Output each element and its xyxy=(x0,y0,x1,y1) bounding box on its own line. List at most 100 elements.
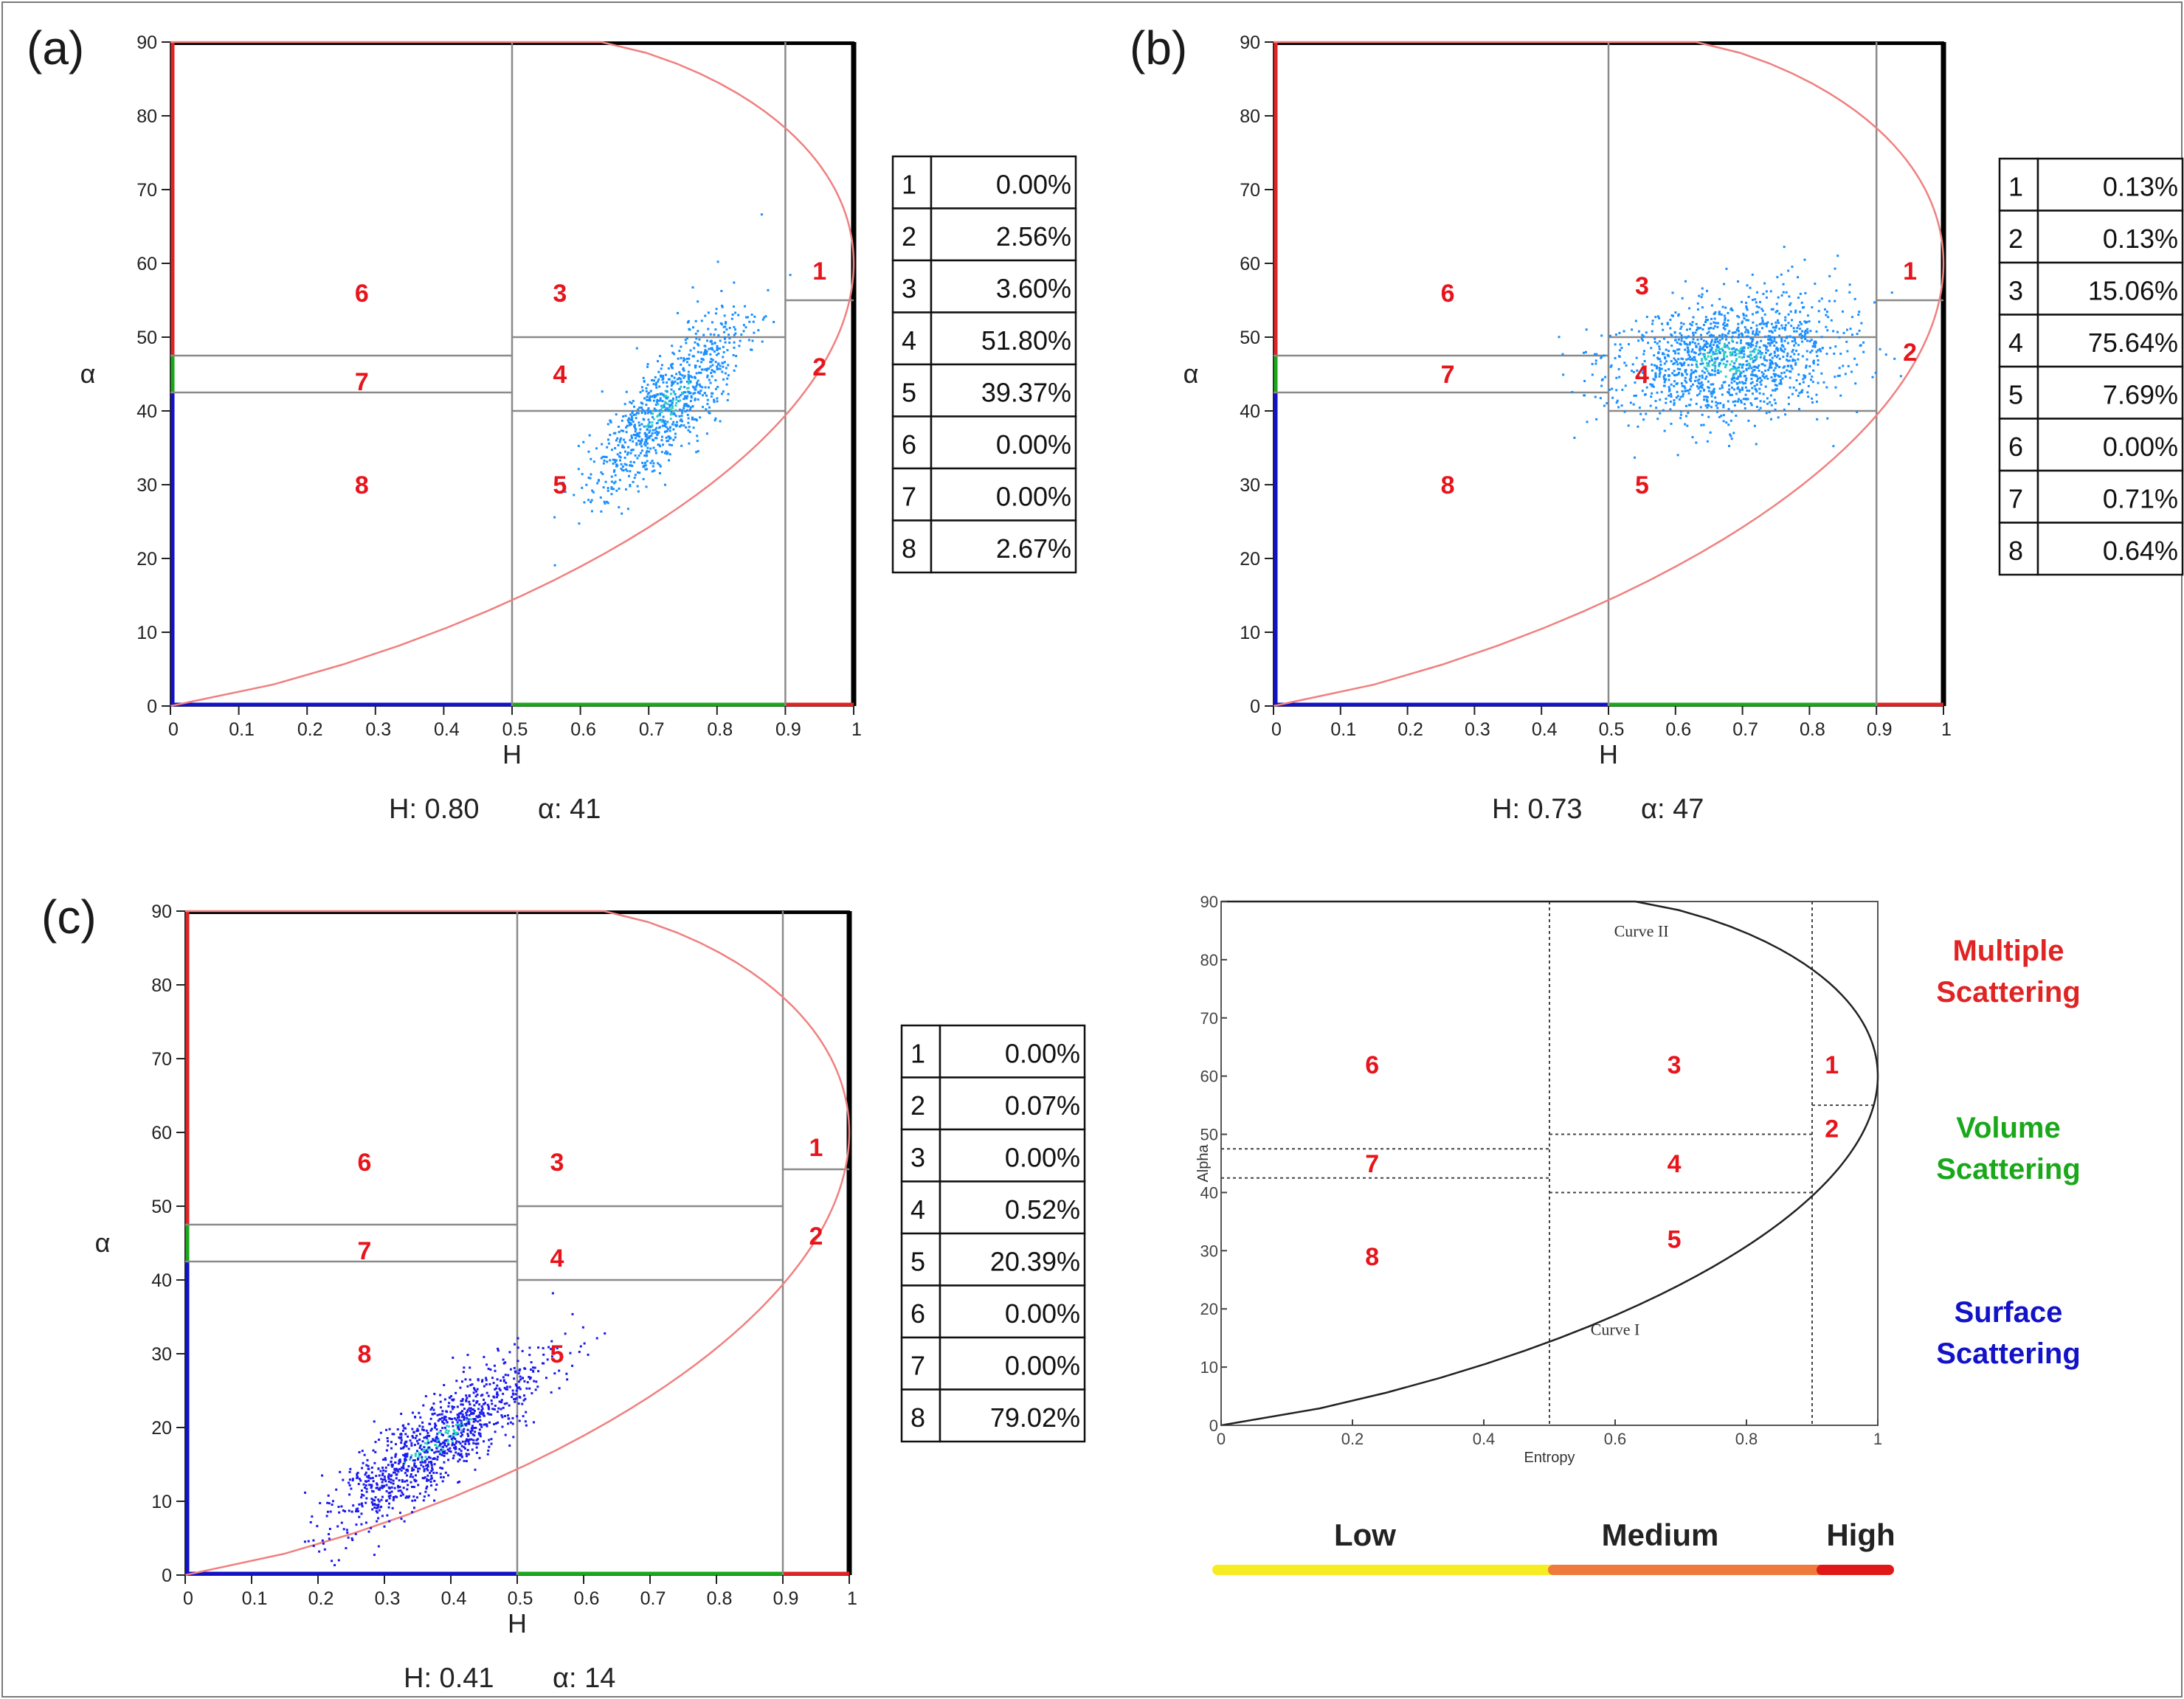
x-tick-label: 0.8 xyxy=(707,719,733,740)
scatter-point xyxy=(461,1413,464,1416)
scatter-point xyxy=(649,435,652,437)
scatter-point xyxy=(463,1408,466,1411)
scatter-point xyxy=(370,1466,373,1469)
scatter-point xyxy=(682,369,685,372)
scatter-point xyxy=(610,485,613,488)
scatter-point xyxy=(660,364,663,367)
scatter-point xyxy=(480,1423,483,1426)
scatter-point xyxy=(1694,370,1697,373)
scatter-point xyxy=(655,401,658,404)
scatter-point xyxy=(669,418,672,421)
scatter-point xyxy=(678,350,681,353)
scatter-point xyxy=(668,405,671,408)
scatter-point xyxy=(1764,345,1767,347)
scatter-point xyxy=(694,388,697,391)
scatter-point xyxy=(460,1450,463,1453)
scatter-point xyxy=(1687,335,1690,338)
scatter-point xyxy=(447,1435,450,1438)
y-tick-label: 10 xyxy=(1240,623,1260,643)
scatter-point xyxy=(696,440,699,443)
scatter-point xyxy=(1689,322,1692,325)
scatter-point xyxy=(1764,369,1767,372)
scatter-point xyxy=(423,1470,426,1473)
scatter-point xyxy=(620,429,623,432)
scatter-point xyxy=(463,1418,466,1421)
scatter-point xyxy=(493,1423,496,1426)
scatter-point xyxy=(426,1450,429,1453)
scatter-point xyxy=(415,1450,418,1453)
scatter-point xyxy=(660,376,663,378)
table-row: 2 2.56% xyxy=(891,207,1077,262)
scatter-point xyxy=(404,1459,407,1462)
scatter-point xyxy=(622,429,625,432)
scatter-point xyxy=(1677,313,1680,316)
table-zone-percent: 20.39% xyxy=(990,1247,1080,1277)
scatter-point xyxy=(1623,330,1625,333)
scatter-point xyxy=(363,1486,366,1489)
scatter-point xyxy=(625,463,628,466)
panel-label: (a) xyxy=(27,21,84,75)
scatter-point xyxy=(460,1403,463,1406)
zone-label-4: 4 xyxy=(553,361,567,389)
scatter-point xyxy=(1747,331,1750,334)
scatter-point xyxy=(1818,347,1821,350)
y-axis-title: α xyxy=(80,359,96,389)
scatter-point xyxy=(652,439,655,442)
scatter-point xyxy=(619,438,622,441)
scatter-point xyxy=(660,435,663,438)
scatter-point xyxy=(1704,358,1707,361)
scatter-point xyxy=(642,418,645,421)
scatter-point xyxy=(429,1429,432,1432)
scatter-point xyxy=(1659,367,1662,370)
scatter-point xyxy=(634,426,637,429)
scatter-point xyxy=(477,1438,480,1441)
scatter-point xyxy=(514,1398,516,1401)
scatter-point xyxy=(465,1459,468,1462)
scatter-point xyxy=(635,412,638,415)
scatter-point xyxy=(1725,338,1728,341)
scatter-point xyxy=(1695,322,1698,325)
scatter-point xyxy=(1826,329,1829,332)
table-zone-percent: 2.56% xyxy=(996,221,1071,252)
scatter-point xyxy=(673,376,676,379)
scatter-point xyxy=(521,1349,524,1352)
scatter-point xyxy=(720,289,723,292)
scatter-point xyxy=(1669,408,1672,411)
scatter-point xyxy=(1763,364,1766,367)
scatter-point xyxy=(654,395,657,398)
scatter-point xyxy=(1850,333,1853,336)
scatter-point xyxy=(1673,331,1676,333)
scatter-point xyxy=(1735,381,1738,384)
scatter-point xyxy=(1750,344,1753,347)
scatter-point xyxy=(398,1459,401,1462)
scatter-point xyxy=(1710,395,1713,398)
scatter-point xyxy=(631,409,634,412)
scatter-point xyxy=(458,1412,461,1415)
scatter-point xyxy=(1699,347,1701,350)
scatter-point xyxy=(1774,354,1777,357)
scatter-point xyxy=(1817,310,1820,313)
scatter-point xyxy=(1617,367,1620,370)
scatter-point xyxy=(699,371,702,374)
scatter-point xyxy=(558,1369,561,1372)
scatter-point xyxy=(303,1540,306,1543)
table-zone-percent: 0.00% xyxy=(996,170,1071,200)
scatter-point xyxy=(1770,366,1773,369)
scatter-point xyxy=(429,1408,432,1411)
scatter-point xyxy=(1767,338,1770,341)
scatter-point xyxy=(662,393,665,396)
scatter-point xyxy=(1651,369,1653,372)
scatter-point xyxy=(639,428,642,431)
scatter-point xyxy=(504,1374,507,1377)
scatter-point xyxy=(376,1511,379,1514)
scatter-point xyxy=(1791,392,1794,395)
scatter-point xyxy=(607,489,609,492)
ref-y-tick-label: 10 xyxy=(1200,1358,1218,1377)
scatter-point xyxy=(374,1441,377,1444)
table-zone-number: 8 xyxy=(910,1402,925,1433)
scatter-point xyxy=(626,508,629,511)
scatter-point xyxy=(1786,355,1789,358)
ref-y-tick-label: 40 xyxy=(1200,1183,1218,1202)
scatter-point xyxy=(1723,353,1726,356)
scatter-point xyxy=(1797,407,1800,410)
